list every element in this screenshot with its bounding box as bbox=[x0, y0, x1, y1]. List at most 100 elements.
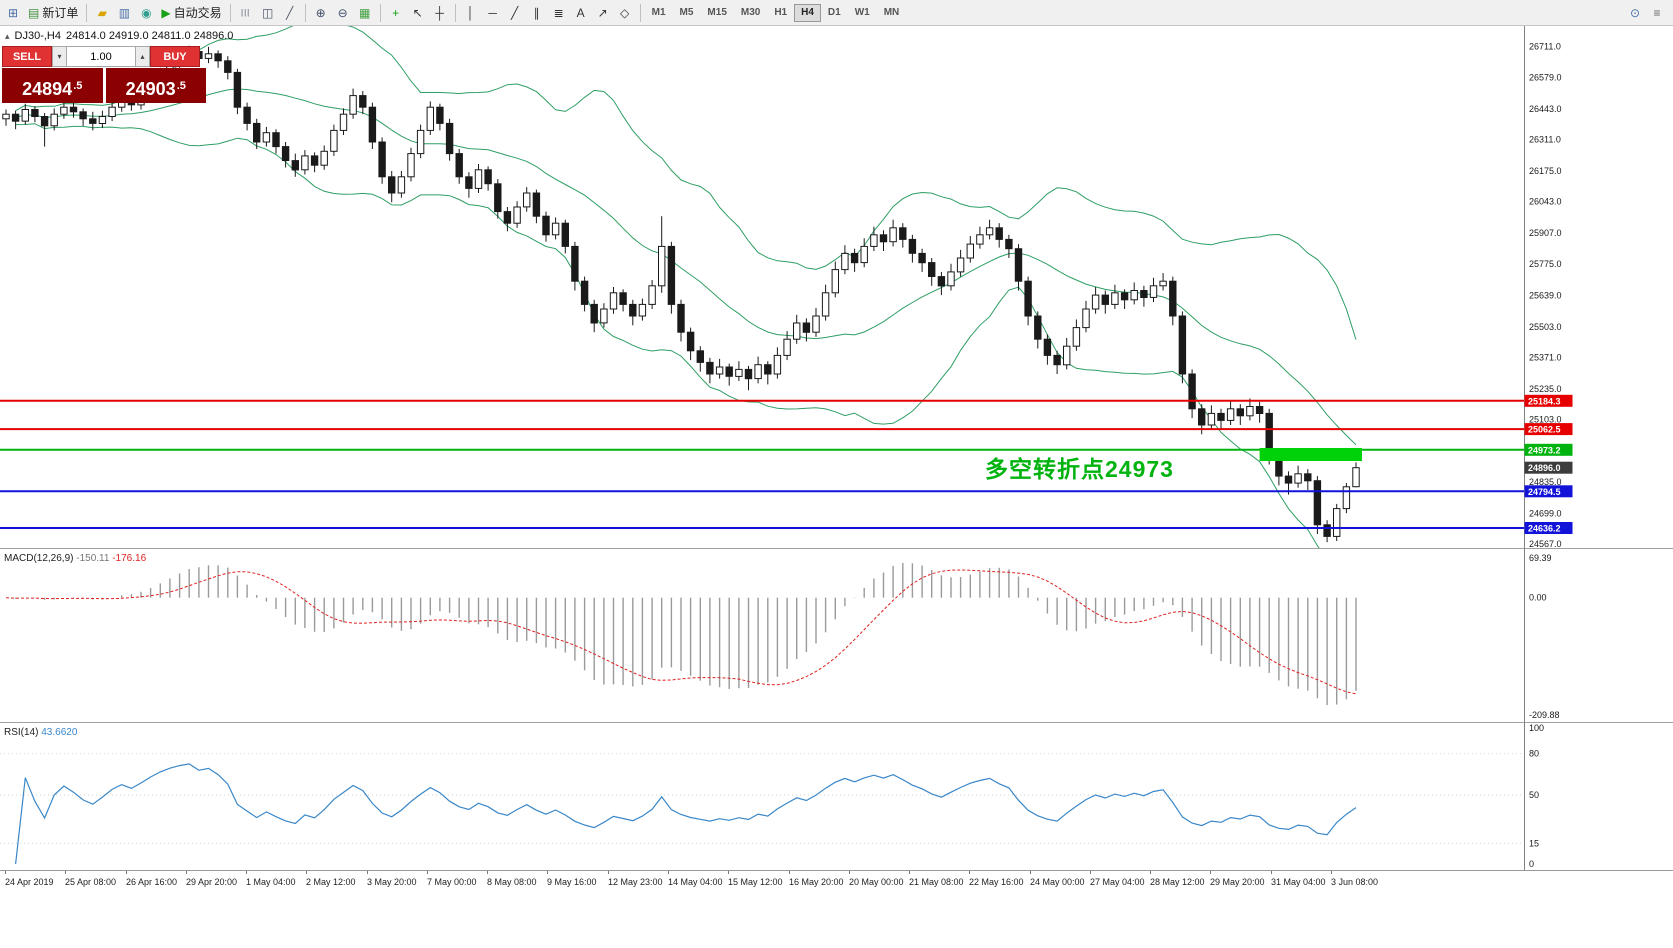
highlight-rectangle[interactable] bbox=[1259, 448, 1362, 461]
price-axis-label: 26311.0 bbox=[1529, 134, 1561, 144]
time-axis-tick bbox=[427, 871, 428, 874]
time-axis-label: 24 Apr 2019 bbox=[5, 877, 54, 887]
time-axis-tick bbox=[547, 871, 548, 874]
price-axis-label: 25775.0 bbox=[1529, 259, 1562, 269]
price-axis-label: 25103.0 bbox=[1529, 415, 1562, 425]
profiles-button[interactable]: ▰ bbox=[92, 3, 112, 23]
autotrade-button[interactable]: ▶ 自动交易 bbox=[158, 3, 224, 23]
new-chart-button[interactable]: ⊞ bbox=[3, 3, 23, 23]
tile-windows-icon: ▦ bbox=[358, 5, 371, 20]
svg-text:50: 50 bbox=[1529, 790, 1539, 800]
svg-text:24636.2: 24636.2 bbox=[1528, 524, 1561, 534]
timeframe-m1-button[interactable]: M1 bbox=[645, 4, 673, 22]
trendline-button[interactable]: ╱ bbox=[505, 3, 525, 23]
search-button[interactable]: ⊙ bbox=[1625, 3, 1645, 23]
profiles-icon: ▰ bbox=[97, 5, 107, 20]
macd-histogram bbox=[14, 562, 1357, 706]
timeframe-w1-button[interactable]: W1 bbox=[848, 4, 877, 22]
channel-button[interactable]: ∥ bbox=[527, 3, 547, 23]
timeframe-toolbar: M1 M5 M15 M30 H1 H4 D1 W1 MN bbox=[645, 3, 907, 22]
time-axis-tick bbox=[909, 871, 910, 874]
shapes-button[interactable]: ◇ bbox=[615, 3, 635, 23]
timeframe-mn-button[interactable]: MN bbox=[877, 4, 907, 22]
buy-button[interactable]: BUY bbox=[150, 46, 200, 67]
chart-annotation-text[interactable]: 多空转折点24973 bbox=[985, 456, 1174, 482]
zoom-in-icon: ⊕ bbox=[315, 5, 326, 20]
timeframe-m15-button[interactable]: M15 bbox=[700, 4, 733, 22]
candlestick-chart-button[interactable]: ◫ bbox=[258, 3, 278, 23]
menu-button[interactable]: ≡ bbox=[1647, 3, 1667, 23]
data-window-button[interactable]: ◉ bbox=[136, 3, 156, 23]
volume-increase-button[interactable]: ▴ bbox=[135, 46, 150, 67]
crosshair-button[interactable]: ┼ bbox=[430, 3, 450, 23]
line-chart-button[interactable]: ╱ bbox=[280, 3, 300, 23]
svg-text:24896.0: 24896.0 bbox=[1528, 463, 1561, 473]
timeframe-m5-button[interactable]: M5 bbox=[673, 4, 701, 22]
market-watch-icon: ▥ bbox=[118, 5, 131, 20]
market-watch-button[interactable]: ▥ bbox=[114, 3, 134, 23]
autotrade-button-label: 自动交易 bbox=[173, 5, 222, 20]
timeframe-d1-button[interactable]: D1 bbox=[821, 4, 848, 22]
price-axis[interactable]: 26711.0 26579.0 26443.0 26311.0 26175.0 26043… bbox=[1524, 26, 1562, 548]
candlestick-chart-icon: ◫ bbox=[261, 5, 274, 20]
bar-chart-button[interactable]: ||| bbox=[236, 3, 256, 23]
fibonacci-button[interactable]: ≣ bbox=[549, 3, 569, 23]
search-icon: ⊙ bbox=[1629, 6, 1641, 20]
time-axis-tick bbox=[306, 871, 307, 874]
time-axis[interactable]: 24 Apr 2019 25 Apr 08:00 26 Apr 16:00 29 Ap… bbox=[0, 870, 1673, 896]
svg-text:80: 80 bbox=[1529, 749, 1539, 759]
tile-windows-button[interactable]: ▦ bbox=[355, 3, 375, 23]
horizontal-lines[interactable] bbox=[0, 399, 1524, 529]
time-axis-tick bbox=[608, 871, 609, 874]
main-chart-canvas[interactable]: 26711.0 26579.0 26443.0 26311.0 26175.0 26043… bbox=[0, 26, 1673, 548]
horizontal-line-button[interactable]: ─ bbox=[483, 3, 503, 23]
svg-text:100: 100 bbox=[1529, 723, 1544, 733]
time-axis-label: 16 May 20:00 bbox=[789, 877, 844, 887]
cursor-button[interactable]: ↖ bbox=[408, 3, 428, 23]
time-axis-label: 26 Apr 16:00 bbox=[126, 877, 178, 887]
macd-label: MACD(12,26,9) -150.11 -176.16 bbox=[4, 553, 147, 564]
price-axis-label: 24699.0 bbox=[1529, 508, 1562, 518]
macd-panel-canvas[interactable]: 69.39 0.00 -209.88 MACD(12,26,9) -150.11 -1… bbox=[0, 548, 1673, 722]
sell-button[interactable]: SELL bbox=[2, 46, 52, 67]
time-axis-label: 24 May 00:00 bbox=[1030, 877, 1085, 887]
timeframe-m30-button[interactable]: M30 bbox=[734, 4, 767, 22]
arrows-button[interactable]: ↗ bbox=[593, 3, 613, 23]
new-order-button[interactable]: ▤ 新订单 bbox=[25, 3, 81, 23]
time-axis-tick bbox=[1210, 871, 1211, 874]
volume-decrease-button[interactable]: ▾ bbox=[52, 46, 67, 67]
time-axis-label: 21 May 08:00 bbox=[909, 877, 964, 887]
caret-down-icon: ▾ bbox=[57, 52, 62, 61]
vertical-line-button[interactable]: │ bbox=[461, 3, 481, 23]
time-axis-label: 20 May 00:00 bbox=[849, 877, 904, 887]
price-axis-label: 26711.0 bbox=[1529, 42, 1561, 52]
price-tag: 24896.0 bbox=[1524, 461, 1573, 474]
svg-text:25062.5: 25062.5 bbox=[1528, 425, 1561, 435]
ohlc-values: 24814.0 24919.0 24811.0 24896.0 bbox=[66, 30, 234, 42]
time-axis-label: 3 Jun 08:00 bbox=[1331, 877, 1379, 887]
time-axis-tick bbox=[849, 871, 850, 874]
text-button[interactable]: A bbox=[571, 3, 591, 23]
zoom-in-button[interactable]: ⊕ bbox=[311, 3, 331, 23]
zoom-out-button[interactable]: ⊖ bbox=[333, 3, 353, 23]
sell-price[interactable]: 24894.5 bbox=[2, 68, 103, 103]
volume-input[interactable] bbox=[67, 46, 135, 67]
rsi-panel-canvas[interactable]: 100 80 50 15 0 RSI(14) 43.6620 bbox=[0, 722, 1673, 870]
timeframe-h4-button[interactable]: H4 bbox=[794, 3, 821, 22]
toolbar-separator bbox=[454, 3, 456, 22]
price-axis-label: 26443.0 bbox=[1529, 104, 1562, 114]
svg-text:24794.5: 24794.5 bbox=[1528, 487, 1561, 497]
time-axis-label: 29 Apr 20:00 bbox=[186, 877, 238, 887]
buy-price[interactable]: 24903.5 bbox=[105, 68, 206, 103]
price-axis-label: 25371.0 bbox=[1529, 353, 1562, 363]
rsi-label: RSI(14) 43.6620 bbox=[4, 727, 78, 738]
data-window-icon: ◉ bbox=[141, 5, 152, 20]
svg-text:24973.2: 24973.2 bbox=[1528, 445, 1561, 455]
expand-arrow-icon[interactable]: ▴ bbox=[5, 30, 10, 41]
time-axis-label: 27 May 04:00 bbox=[1090, 877, 1145, 887]
indicators-button[interactable]: + bbox=[386, 3, 406, 23]
time-axis-label: 7 May 00:00 bbox=[427, 877, 477, 887]
timeframe-h1-button[interactable]: H1 bbox=[767, 4, 794, 22]
price-axis-label: 26043.0 bbox=[1529, 197, 1562, 207]
